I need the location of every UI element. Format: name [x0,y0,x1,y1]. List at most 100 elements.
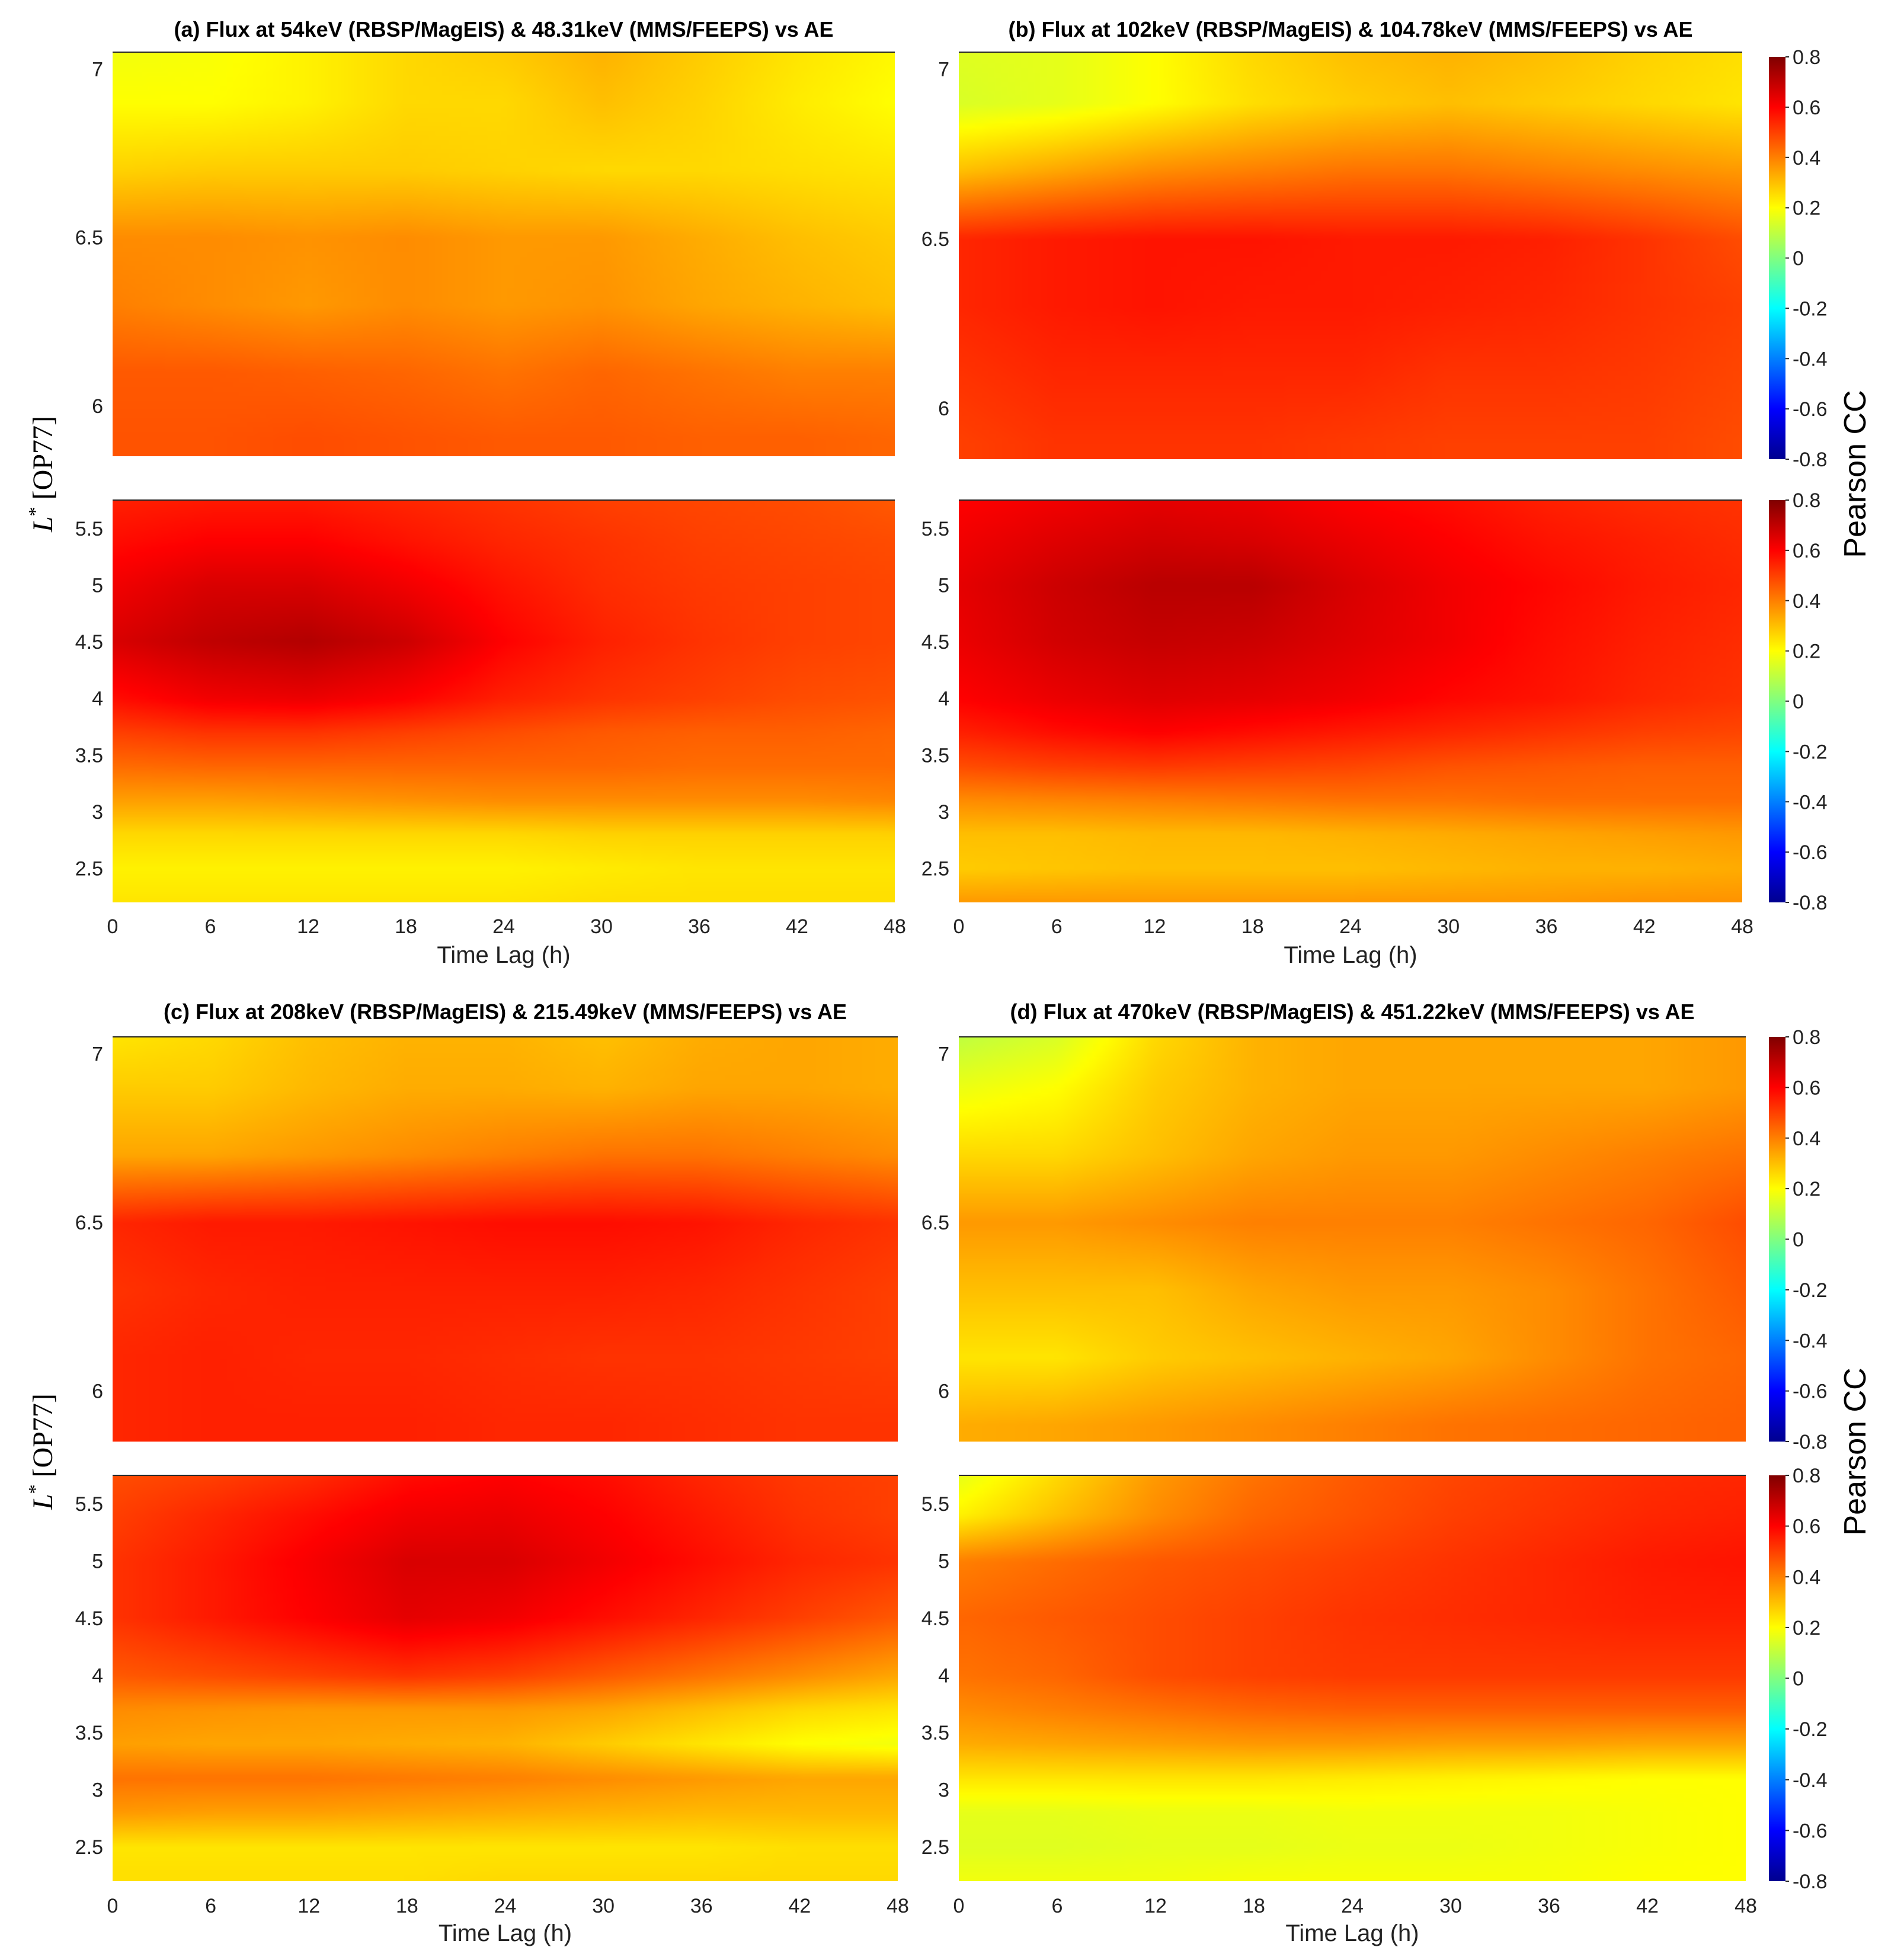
colorbar-tick-label: 0.8 [1793,489,1820,512]
colorbar-tick-label: 0.2 [1793,197,1820,220]
y-tick-label: 4.5 [75,631,103,654]
y-tick-label: 3 [92,801,103,824]
heatmap-image-a-top [113,52,895,456]
colorbar-tick-label: -0.6 [1793,841,1828,864]
panel-title-d: (d) Flux at 470keV (RBSP/MagEIS) & 451.2… [1010,1000,1694,1024]
y-tick-label: 5.5 [75,518,103,540]
colorbar-tick-label: 0.8 [1793,1465,1820,1487]
y-tick-label: 6.5 [921,228,949,251]
x-tick-label: 18 [1243,1895,1265,1917]
x-tick-label: 42 [1633,915,1656,938]
heatmap-image-b-top [959,52,1742,459]
colorbar-tick-label: 0 [1793,248,1804,270]
colorbar-gradient [1769,1475,1785,1881]
heatmap-image-b-bottom [959,500,1742,902]
y-tick-label: 2.5 [921,858,949,880]
x-tick-label: 30 [1439,1895,1462,1917]
panel-title-a: (a) Flux at 54keV (RBSP/MagEIS) & 48.31k… [174,17,833,41]
colorbar-tick-label: 0.4 [1793,590,1820,613]
heatmap-d-bottom: 2.5 3 3.5 4 4.5 5 5.5 [921,1475,1746,1881]
y-tick-label: 5 [92,574,103,597]
colorbar-tick-label: 0.8 [1793,46,1820,69]
y-tick-label: 6 [92,1381,103,1403]
x-tick-label: 42 [786,915,808,938]
x-tick-label: 18 [1241,915,1264,938]
colorbar-1: 0.8 0.6 0.4 0.2 0 -0.2 -0.4 -0.6 -0.8 [1769,46,1828,471]
colorbar-layer: 0.80.60.40.20-0.2-0.4-0.6-0.80.80.60.40.… [1769,46,1828,1893]
y-tick-label: 3.5 [921,1722,949,1744]
colorbar-tick-label: 0.6 [1793,540,1820,562]
x-tick-label: 6 [1051,915,1063,938]
colorbar-label-bottom-row: Pearson CC [1838,1367,1873,1535]
labels-layer: L* [OP77] L* [OP77] Pearson CC Pearson C… [24,390,1873,1535]
heatmap-image-c-top [113,1037,898,1442]
colorbar-tick-label: -0.8 [1793,892,1828,914]
x-axis-label-c: Time Lag (h) [439,1920,572,1946]
y-tick-label: 7 [92,58,103,81]
x-tick-label: 0 [953,1895,965,1917]
colorbar-tick-label: 0.2 [1793,1617,1820,1639]
y-tick-label: 6.5 [75,227,103,249]
colorbar-tick-label: 0.4 [1793,1566,1820,1589]
x-tick-label: 30 [1437,915,1460,938]
colorbar-gradient [1769,500,1785,902]
colorbar-tick-label: -0.8 [1793,449,1828,471]
x-axis-label-d: Time Lag (h) [1285,1920,1419,1946]
x-tick-label: 42 [1636,1895,1659,1917]
x-axis-label-a: Time Lag (h) [437,942,570,968]
colorbar-gradient [1769,57,1785,459]
panel-d: (d) Flux at 470keV (RBSP/MagEIS) & 451.2… [921,1000,1757,1946]
y-tick-label: 5 [938,1551,949,1573]
x-tick-label: 48 [1731,915,1753,938]
heatmap-a-bottom: 2.5 3 3.5 4 4.5 5 5.5 [75,499,895,902]
y-tick-label: 5.5 [75,1493,103,1516]
x-tick-label: 36 [688,915,711,938]
x-tick-label: 0 [953,915,965,938]
y-tick-label: 3.5 [75,1722,103,1744]
heatmap-c-bottom: 2.5 3 3.5 4 4.5 5 5.5 [75,1475,898,1881]
x-tick-label: 24 [492,915,515,938]
y-tick-label: 4 [938,1665,949,1687]
x-tick-label: 24 [1341,1895,1364,1917]
panel-a: (a) Flux at 54keV (RBSP/MagEIS) & 48.31k… [75,17,906,968]
y-axis-label-bottom-row: L* [OP77] [24,1394,59,1510]
y-tick-label: 7 [92,1043,103,1065]
x-tick-label: 30 [592,1895,615,1917]
x-tick-label: 36 [1538,1895,1560,1917]
heatmap-image-c-bottom [113,1475,898,1881]
x-tick-label: 30 [590,915,613,938]
colorbar-tick-label: -0.2 [1793,741,1828,763]
y-tick-label: 7 [938,1043,949,1065]
x-tick-label: 36 [1535,915,1558,938]
colorbar-tick-label: 0.4 [1793,1128,1820,1150]
heatmap-d-top: 66.57 [921,1036,1746,1442]
x-tick-label: 42 [788,1895,811,1917]
x-tick-label: 0 [107,1895,119,1917]
colorbar-tick-label: -0.4 [1793,791,1828,814]
y-tick-label: 5.5 [921,1493,949,1516]
y-tick-label: 4.5 [921,631,949,654]
x-tick-label: 6 [205,915,216,938]
colorbar-tick-label: -0.2 [1793,1279,1828,1302]
colorbar-tick-label: 0 [1793,1229,1804,1251]
x-tick-label: 12 [1144,915,1166,938]
x-tick-label: 12 [297,915,319,938]
y-tick-label: 4 [938,688,949,710]
panel-title-c: (c) Flux at 208keV (RBSP/MagEIS) & 215.4… [164,1000,847,1024]
colorbar-tick-label: -0.8 [1793,1431,1828,1453]
colorbar-tick-label: -0.4 [1793,348,1828,370]
x-tick-label: 18 [396,1895,418,1917]
colorbar-tick-label: 0 [1793,691,1804,713]
y-tick-label: 3 [92,1779,103,1802]
y-tick-label: 4 [92,688,103,710]
panels-layer: (a) Flux at 54keV (RBSP/MagEIS) & 48.31k… [75,17,1757,1946]
heatmap-b-top: 66.57 [921,52,1742,459]
colorbar-3: 0.8 0.6 0.4 0.2 0 -0.2 -0.4 -0.6 -0.8 [1769,1026,1828,1453]
heatmap-image-a-bottom [113,500,895,902]
y-tick-label: 4 [92,1665,103,1687]
x-tick-label: 18 [395,915,417,938]
y-tick-label: 4.5 [75,1607,103,1630]
colorbar-tick-label: -0.6 [1793,1381,1828,1403]
x-tick-label: 12 [297,1895,320,1917]
